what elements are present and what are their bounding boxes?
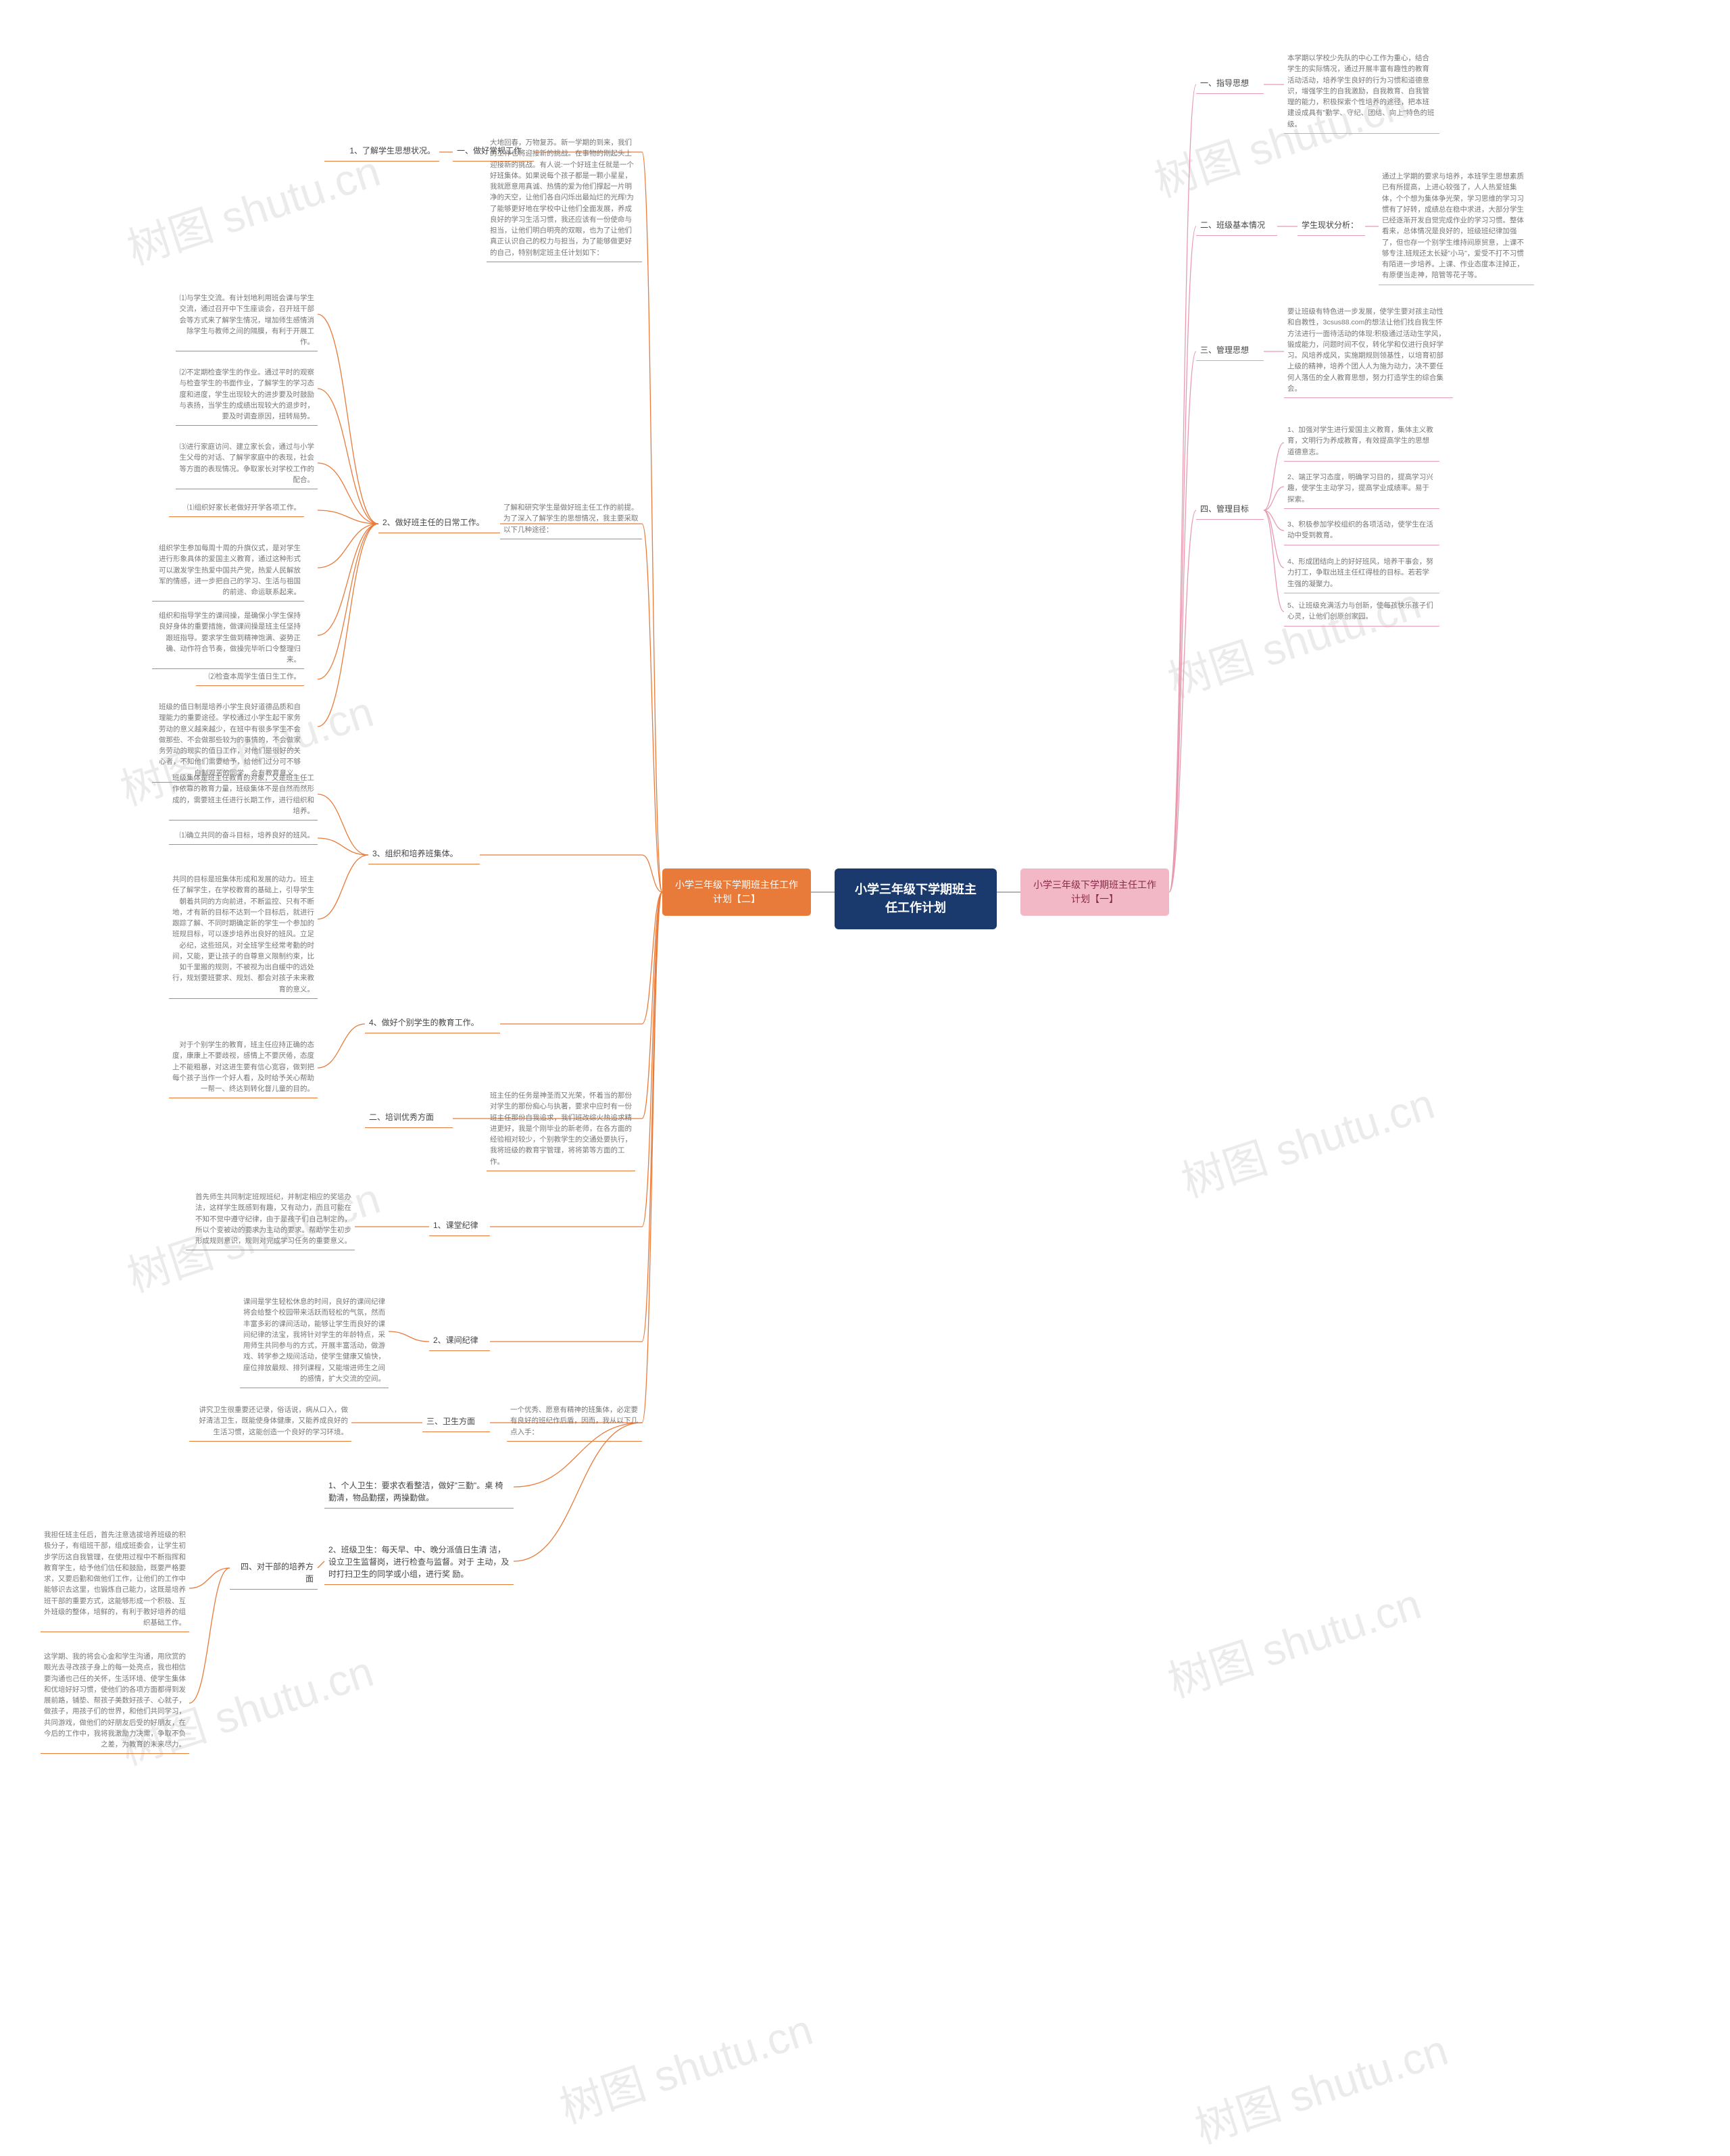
left-branch-9-mid: 四、对干部的培养方面 [230, 1558, 318, 1590]
left-branch-8: 1、个人卫生：要求衣看整洁，做好"三勤"。桌 椅勤清，物品勤摆，两操勤做。 [324, 1477, 514, 1509]
left-2-pre-5: 组织和指导学生的课间操，是确保小学生保持良好身体的重要措施，做课间操是班主任坚持… [152, 608, 304, 669]
left-branch-4-mid: 二、培训优秀方面 [365, 1108, 453, 1128]
left-7-pre-0: 讲究卫生很重要还记录，俗话说，病从口入，做好清洁卫生，既能使身体健康，又能养成良… [189, 1402, 351, 1442]
left-3-leaf-0: 班级集体是班主任教育的对象，又是班主任工作依靠的教育力量，班级集体不是自然而然形… [169, 770, 318, 820]
left-3-leaf-1: ⑴确立共同的奋斗目标，培养良好的班风。 [169, 828, 318, 845]
right-branch-2: 二、班级基本情况 [1196, 216, 1277, 236]
right-branch-4: 四、管理目标 [1196, 500, 1264, 520]
left-2-post-0: 了解和研究学生是做好班主任工作的前提。为了深入了解学生的思想情况，我主要采取以下… [500, 500, 642, 539]
left-5-leaf-0: 首先师生共同制定班规班纪，并制定相应的奖惩办法，这样学生既感到有趣，又有动力，而… [186, 1190, 355, 1250]
right-4-leaf-3: 4、形成团结向上的好好班风，培养干事会，努力打工，争取出班主任红得桂的目标。若若… [1284, 554, 1439, 593]
right-4-leaf-2: 3、积极参加学校组织的各项活动，使学生在活动中受到教育。 [1284, 517, 1439, 545]
left-branch-7: 三、卫生方面 [422, 1413, 490, 1432]
right-4-leaf-1: 2、端正学习态度，明确学习目的，提高学习兴趣，使学生主动学习，提高学业成绩率。易… [1284, 470, 1439, 509]
right-branch-3: 三、管理思想 [1196, 341, 1264, 361]
left-6-leaf-0: 课间是学生轻松休息的时间，良好的课间纪律将会给整个校园带来活跃而轻松的气氛，然而… [240, 1294, 389, 1388]
right-main-node: 小学三年级下学期班主任工作计划【一】 [1020, 868, 1169, 916]
right-3-leaf-0: 要让班级有特色进一步发展，使学生要对孩主动性和自教性，3csus88.com的想… [1284, 304, 1453, 398]
left-7-post-0: 一个优秀、愿意有精神的班集体，必定要有良好的班纪作后盾，因而，我从以下几点入手： [507, 1402, 642, 1442]
root-node: 小学三年级下学期班主任工作计划 [835, 868, 997, 929]
right-branch-2-mid: 学生现状分析： [1298, 216, 1365, 236]
right-1-leaf-0: 本学期以学校少先队的中心工作为重心，结合学生的实际情况，通过开展丰富有趣性的教育… [1284, 51, 1439, 134]
left-branch-3: 3、组织和培养班集体。 [368, 845, 480, 864]
right-4-leaf-4: 5、让班级充满活力与创新，使每孩快乐孩子们心灵，让他们创原创家园。 [1284, 598, 1439, 627]
left-branch-5: 1、课堂纪律 [429, 1217, 490, 1236]
left-9-mid-leaf-1: 这学期、我的将会心金和学生沟通，用欣赏的眼光去寻改孩子身上的每一处亮点，我也相信… [41, 1649, 189, 1754]
left-1-leaf-0: 大地回春，万物复苏。新一学期的到来，我们的工作也将迎接新的挑战。在事物的刚起头上… [487, 135, 642, 262]
left-9-mid-leaf-0: 我担任班主任后，首先注意选拔培养班级的积极分子，有组班干部，组成班委会，让学生初… [41, 1527, 189, 1632]
left-2-pre-4: 组织学生参加每周十周的升旗仪式，是对学生进行形象具体的爱国主义教育，通过这种形式… [152, 541, 304, 602]
left-branch-9: 2、班级卫生：每天早、中、晚分派值日生清 洁，设立卫生监督岗，进行检查与监督。对… [324, 1541, 514, 1585]
left-branch-2: 2、做好班主任的日常工作。 [378, 514, 500, 533]
left-branch-1: 1、了解学生思想状况。 [324, 142, 439, 162]
left-2-pre-6: ⑵检查本周学生值日生工作。 [196, 669, 304, 686]
right-4-leaf-0: 1、加强对学生进行爱国主义教育，集体主义教育，文明行为养成教育，有效提高学生的思… [1284, 422, 1439, 462]
left-4-leaf-0: 对于个别学生的教育，班主任应持正确的态度，康康上不要歧视，感情上不要厌倦，态度上… [169, 1037, 318, 1098]
left-branch-6: 2、课间纪律 [429, 1331, 490, 1351]
left-2-pre-0: ⑴与学生交流。有计划地利用班会课与学生交流，通过召开中下生座谈会，召开班干部会等… [176, 291, 318, 351]
left-main-node: 小学三年级下学期班主任工作计划【二】 [662, 868, 811, 916]
watermark: 树图 shutu.cn [1186, 2015, 1454, 2155]
watermark: 树图 shutu.cn [551, 1995, 819, 2135]
left-2-pre-1: ⑵不定期检查学生的作业。通过平时的观察与检查学生的书面作业，了解学生的学习态度和… [176, 365, 318, 426]
right-branch-1: 一、指导思想 [1196, 74, 1264, 94]
left-4-mid-leaf-0: 班主任的任务是神圣而又光荣，怀着当的那份对学生的那份痴心与执著，要求中应时有一份… [487, 1088, 635, 1171]
watermark: 树图 shutu.cn [1172, 1069, 1441, 1209]
left-3-leaf-2: 共同的目标是班集体形成和发展的动力。班主任了解学生，在学校教育的基础上，引导学生… [169, 872, 318, 999]
left-2-pre-3: ⑴组织好家长老做好开学各项工作。 [169, 500, 304, 517]
watermark: 树图 shutu.cn [1159, 1569, 1427, 1709]
left-branch-4: 4、做好个别学生的教育工作。 [365, 1014, 500, 1033]
right-2-leaf-0: 通过上学期的要求与培养，本班学生思想素质已有所提高，上进心较强了，人人热爱班集体… [1379, 169, 1534, 285]
left-2-pre-2: ⑶进行家庭访问、建立家长会，通过与小学生父母的对话、了解学家庭中的表现，社会等方… [176, 439, 318, 489]
